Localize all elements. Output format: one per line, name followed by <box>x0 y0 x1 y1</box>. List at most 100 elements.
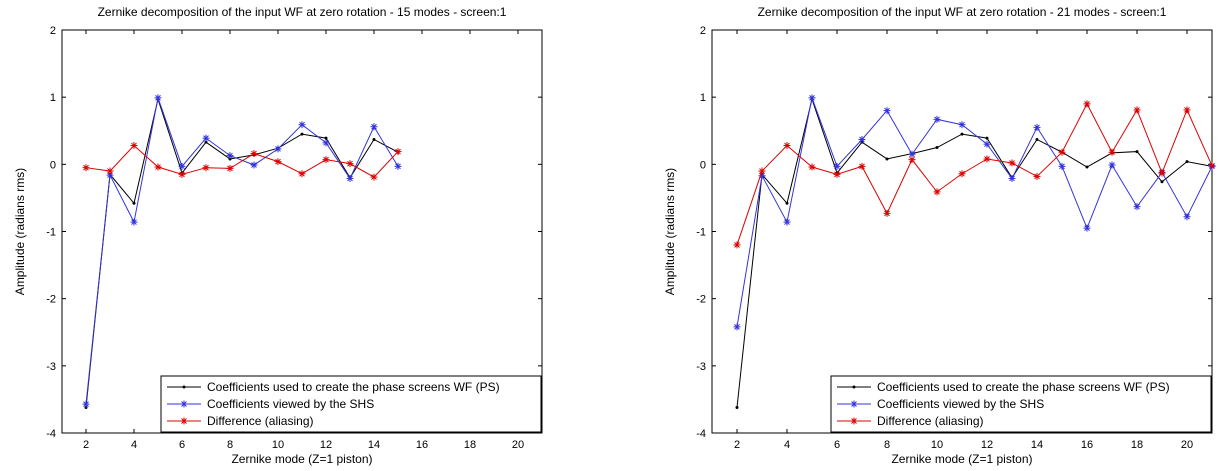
legend-label: Difference (aliasing) <box>877 414 984 428</box>
marker-stroke <box>181 401 187 407</box>
x-axis-label: Zernike mode (Z=1 piston) <box>891 452 1032 466</box>
data-point <box>735 405 739 409</box>
marker-stroke <box>299 170 305 177</box>
data-point <box>154 94 162 102</box>
data-point <box>1158 169 1166 177</box>
series-line <box>736 95 1213 327</box>
marker-stroke <box>1134 203 1140 210</box>
legend-entry: Difference (aliasing) <box>167 414 314 428</box>
data-point <box>883 209 891 217</box>
data-point <box>82 164 90 172</box>
series-3 <box>733 100 1216 249</box>
data-point <box>132 201 136 205</box>
marker-stroke <box>323 156 329 163</box>
data-point <box>808 94 816 102</box>
legend-label: Coefficients used to create the phase sc… <box>207 380 500 394</box>
data-point <box>298 121 306 129</box>
data-point <box>274 158 282 166</box>
x-tick-label: 4 <box>131 439 137 451</box>
data-point <box>202 164 210 172</box>
data-point <box>858 135 866 143</box>
data-point <box>885 157 889 161</box>
marker-stroke <box>834 163 840 170</box>
data-point <box>180 417 188 425</box>
data-point <box>346 160 354 168</box>
x-tick-label: 2 <box>734 439 740 451</box>
marker-stroke <box>275 146 281 152</box>
y-tick-label: -1 <box>46 227 56 239</box>
data-point <box>1083 100 1091 108</box>
legend-box <box>160 375 542 433</box>
legend-entry: Coefficients viewed by the SHS <box>837 397 1044 411</box>
data-point <box>1160 180 1164 184</box>
data-point <box>908 156 916 164</box>
data-point <box>808 163 816 171</box>
data-point <box>130 142 138 150</box>
marker-stroke <box>1134 107 1140 113</box>
marker-stroke <box>155 164 161 170</box>
marker-stroke <box>959 121 965 128</box>
series-2 <box>82 94 402 408</box>
marker-stroke <box>851 401 857 407</box>
x-tick-label: 14 <box>368 439 380 451</box>
marker-stroke <box>395 163 401 170</box>
marker-stroke <box>1084 225 1090 231</box>
marker-stroke <box>347 175 353 182</box>
marker-stroke <box>131 142 137 149</box>
legend: Coefficients used to create the phase sc… <box>160 375 542 433</box>
marker-stroke <box>131 219 137 225</box>
marker-stroke <box>395 148 401 155</box>
data-point <box>324 136 328 140</box>
chart-title: Zernike decomposition of the input WF at… <box>98 5 507 19</box>
data-point <box>82 400 90 408</box>
marker-stroke <box>227 152 233 159</box>
data-point <box>370 123 378 131</box>
data-point <box>933 115 941 123</box>
data-point <box>958 170 966 178</box>
data-point <box>833 170 841 178</box>
y-tick-label: 2 <box>50 25 56 37</box>
marker-stroke <box>834 171 840 178</box>
y-tick-label: 0 <box>700 159 706 171</box>
marker-stroke <box>275 158 281 165</box>
data-point <box>985 136 989 140</box>
y-tick-label: 2 <box>700 25 706 37</box>
data-point <box>394 162 402 170</box>
marker-stroke <box>347 160 353 167</box>
series-line <box>736 102 1213 246</box>
marker-stroke <box>1034 124 1040 131</box>
data-point <box>154 163 162 171</box>
data-point <box>833 162 841 170</box>
data-point <box>106 167 114 175</box>
y-tick-label: -3 <box>46 361 56 373</box>
marker-stroke <box>323 140 329 146</box>
series-line <box>85 95 399 405</box>
marker-stroke <box>784 219 790 225</box>
data-point <box>733 323 741 331</box>
marker-stroke <box>1184 213 1190 220</box>
y-tick-label: 1 <box>50 92 56 104</box>
x-tick-label: 4 <box>784 439 790 451</box>
legend-entry: Difference (aliasing) <box>837 414 984 428</box>
x-tick-label: 18 <box>1131 439 1143 451</box>
data-point <box>394 148 402 156</box>
x-tick-label: 16 <box>416 439 428 451</box>
marker-stroke <box>155 95 161 101</box>
data-point <box>322 139 330 147</box>
legend: Coefficients used to create the phase sc… <box>830 375 1212 433</box>
marker-stroke <box>934 189 940 195</box>
data-point <box>858 162 866 170</box>
marker-stroke <box>959 170 965 177</box>
data-point <box>298 170 306 178</box>
data-point <box>1183 213 1191 221</box>
y-tick-label: -2 <box>696 294 706 306</box>
data-point <box>1008 174 1016 182</box>
x-tick-label: 10 <box>272 439 284 451</box>
legend-marker <box>852 385 856 389</box>
marker-stroke <box>227 165 233 172</box>
data-point <box>1133 203 1141 211</box>
x-tick-label: 12 <box>981 439 993 451</box>
marker-stroke <box>984 156 990 162</box>
chart-title: Zernike decomposition of the input WF at… <box>758 5 1167 19</box>
x-tick-label: 20 <box>512 439 524 451</box>
